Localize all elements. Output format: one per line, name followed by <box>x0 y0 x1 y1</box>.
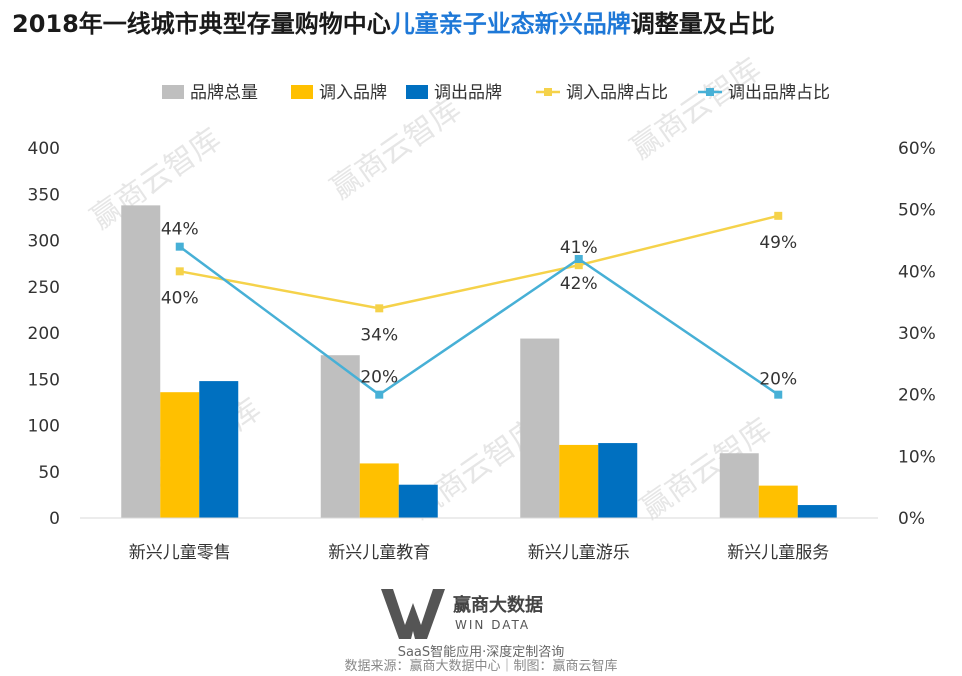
in-ratio-label: 41% <box>560 238 598 258</box>
x-tick-label: 新兴儿童零售 <box>129 543 231 563</box>
source-note: 数据来源：赢商大数据中心｜制图：赢商云智库 <box>344 659 618 674</box>
line-point <box>375 304 384 313</box>
line-point <box>774 211 783 220</box>
in-ratio-label: 49% <box>759 233 797 253</box>
bar <box>758 485 798 518</box>
series-line <box>179 245 779 397</box>
chart-svg: 赢商云智库赢商云智库赢商云智库赢商云智库赢商云智库赢商云智库0501001502… <box>28 52 936 563</box>
watermark-text: 赢商云智库 <box>325 92 468 207</box>
bar <box>121 205 161 518</box>
legend-swatch <box>406 85 428 99</box>
bar <box>559 444 599 518</box>
y-tick-label: 250 <box>28 278 60 298</box>
y-tick-label: 100 <box>28 417 60 437</box>
bar <box>398 484 438 518</box>
y-tick-label: 400 <box>28 139 60 159</box>
bar <box>797 505 837 518</box>
logo-w-shape <box>381 589 445 639</box>
legend-swatch <box>162 85 184 99</box>
y-tick-label: 150 <box>28 370 60 390</box>
bar <box>359 463 399 518</box>
bar <box>598 443 638 518</box>
legend-swatch-marker <box>706 88 714 96</box>
line-point <box>574 261 583 270</box>
title-highlight: 儿童亲子业态新兴品牌 <box>390 10 631 38</box>
legend-label: 调出品牌占比 <box>728 83 830 103</box>
title-part3: 调整量及占比 <box>630 10 775 38</box>
line-point <box>574 255 583 263</box>
out-ratio-label: 20% <box>759 370 797 390</box>
bar <box>199 381 239 518</box>
y-tick-label: 350 <box>28 185 60 205</box>
watermark-text: 赢商云智库 <box>625 52 768 167</box>
y2-tick-label: 0% <box>898 509 925 529</box>
out-ratio-label: 42% <box>560 274 598 294</box>
bar <box>520 338 560 518</box>
x-tick-label: 新兴儿童教育 <box>328 543 430 563</box>
line-point <box>774 390 783 399</box>
y-tick-label: 50 <box>38 463 60 483</box>
legend-label: 品牌总量 <box>190 83 258 103</box>
title-part1: 2018年一线城市典型存量购物中心 <box>12 10 391 38</box>
chart-title: 2018年一线城市典型存量购物中心儿童亲子业态新兴品牌调整量及占比 <box>12 4 775 39</box>
y2-tick-label: 20% <box>898 386 936 406</box>
legend-label: 调出品牌 <box>434 83 502 103</box>
out-ratio-label: 44% <box>161 220 199 240</box>
legend-label: 调入品牌占比 <box>566 83 668 103</box>
y2-tick-label: 10% <box>898 447 936 467</box>
y-tick-label: 200 <box>28 324 60 344</box>
brand-tagline: SaaS智能应用·深度定制咨询 <box>397 645 565 660</box>
in-ratio-label: 40% <box>161 288 199 308</box>
bar <box>719 453 759 518</box>
y2-tick-label: 60% <box>898 139 936 159</box>
series-line <box>179 214 779 310</box>
out-ratio-label: 20% <box>360 368 398 388</box>
legend-label: 调入品牌 <box>319 83 387 103</box>
brand-sub: WIN DATA <box>455 618 530 632</box>
line-point <box>175 242 184 251</box>
in-ratio-label: 34% <box>360 325 398 345</box>
y-tick-label: 300 <box>28 232 60 252</box>
win-data-logo: 赢商大数据 WIN DATA <box>381 589 543 639</box>
y2-tick-label: 40% <box>898 262 936 282</box>
y2-tick-label: 50% <box>898 201 936 221</box>
y-tick-label: 0 <box>49 509 60 529</box>
line-point <box>375 390 384 399</box>
bar <box>320 355 360 518</box>
bar <box>160 392 200 518</box>
brand-logo: 赢商大数据 WIN DATA SaaS智能应用·深度定制咨询 <box>0 585 962 660</box>
line-point <box>175 267 184 276</box>
y2-tick-label: 30% <box>898 324 936 344</box>
legend-swatch <box>291 85 313 99</box>
x-tick-label: 新兴儿童服务 <box>727 543 829 563</box>
brand-name: 赢商大数据 <box>453 594 543 616</box>
legend-swatch-marker <box>544 88 552 96</box>
x-tick-label: 新兴儿童游乐 <box>528 543 630 563</box>
